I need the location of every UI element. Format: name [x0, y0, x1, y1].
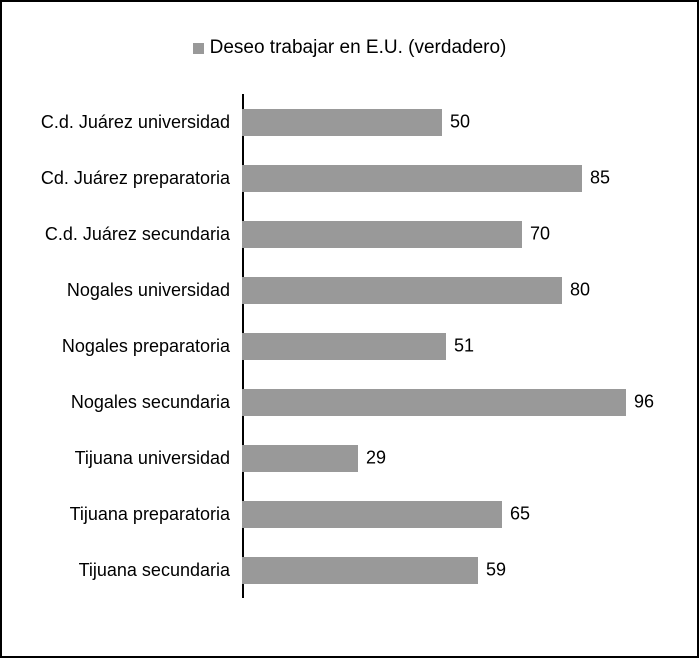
- category-label: C.d. Juárez universidad: [37, 112, 242, 133]
- bar: 50: [242, 109, 442, 136]
- category-label: Tijuana secundaria: [37, 560, 242, 581]
- value-label: 70: [530, 224, 550, 245]
- bar: 51: [242, 333, 446, 360]
- chart-row: Nogales secundaria96: [37, 374, 672, 430]
- chart-row: Tijuana preparatoria65: [37, 486, 672, 542]
- chart-legend: Deseo trabajar en E.U. (verdadero): [27, 37, 672, 59]
- category-label: Nogales secundaria: [37, 392, 242, 413]
- chart-row: Nogales universidad80: [37, 262, 672, 318]
- bar-region: 59: [242, 542, 672, 598]
- value-label: 85: [590, 168, 610, 189]
- bar-region: 96: [242, 374, 672, 430]
- bar-region: 85: [242, 150, 672, 206]
- legend-item: Deseo trabajar en E.U. (verdadero): [193, 37, 507, 59]
- bar-region: 80: [242, 262, 672, 318]
- category-label: Nogales universidad: [37, 280, 242, 301]
- legend-label: Deseo trabajar en E.U. (verdadero): [210, 37, 507, 59]
- chart-row: Nogales preparatoria51: [37, 318, 672, 374]
- value-label: 65: [510, 504, 530, 525]
- value-label: 59: [486, 560, 506, 581]
- value-label: 80: [570, 280, 590, 301]
- chart-row: Tijuana universidad29: [37, 430, 672, 486]
- value-label: 29: [366, 448, 386, 469]
- bar: 65: [242, 501, 502, 528]
- value-label: 96: [634, 392, 654, 413]
- bar-region: 50: [242, 94, 672, 150]
- bar: 70: [242, 221, 522, 248]
- bar-region: 70: [242, 206, 672, 262]
- category-label: Tijuana preparatoria: [37, 504, 242, 525]
- bar: 85: [242, 165, 582, 192]
- chart-row: C.d. Juárez universidad50: [37, 94, 672, 150]
- legend-marker: [193, 43, 204, 54]
- category-label: Cd. Juárez preparatoria: [37, 168, 242, 189]
- bar-region: 29: [242, 430, 672, 486]
- chart-row: Cd. Juárez preparatoria85: [37, 150, 672, 206]
- category-label: Nogales preparatoria: [37, 336, 242, 357]
- category-label: C.d. Juárez secundaria: [37, 224, 242, 245]
- value-label: 50: [450, 112, 470, 133]
- bar: 59: [242, 557, 478, 584]
- bar-region: 65: [242, 486, 672, 542]
- bar: 29: [242, 445, 358, 472]
- category-label: Tijuana universidad: [37, 448, 242, 469]
- value-label: 51: [454, 336, 474, 357]
- chart-area: C.d. Juárez universidad50Cd. Juárez prep…: [37, 94, 672, 598]
- chart-row: C.d. Juárez secundaria70: [37, 206, 672, 262]
- bar: 96: [242, 389, 626, 416]
- chart-row: Tijuana secundaria59: [37, 542, 672, 598]
- bar-region: 51: [242, 318, 672, 374]
- bar: 80: [242, 277, 562, 304]
